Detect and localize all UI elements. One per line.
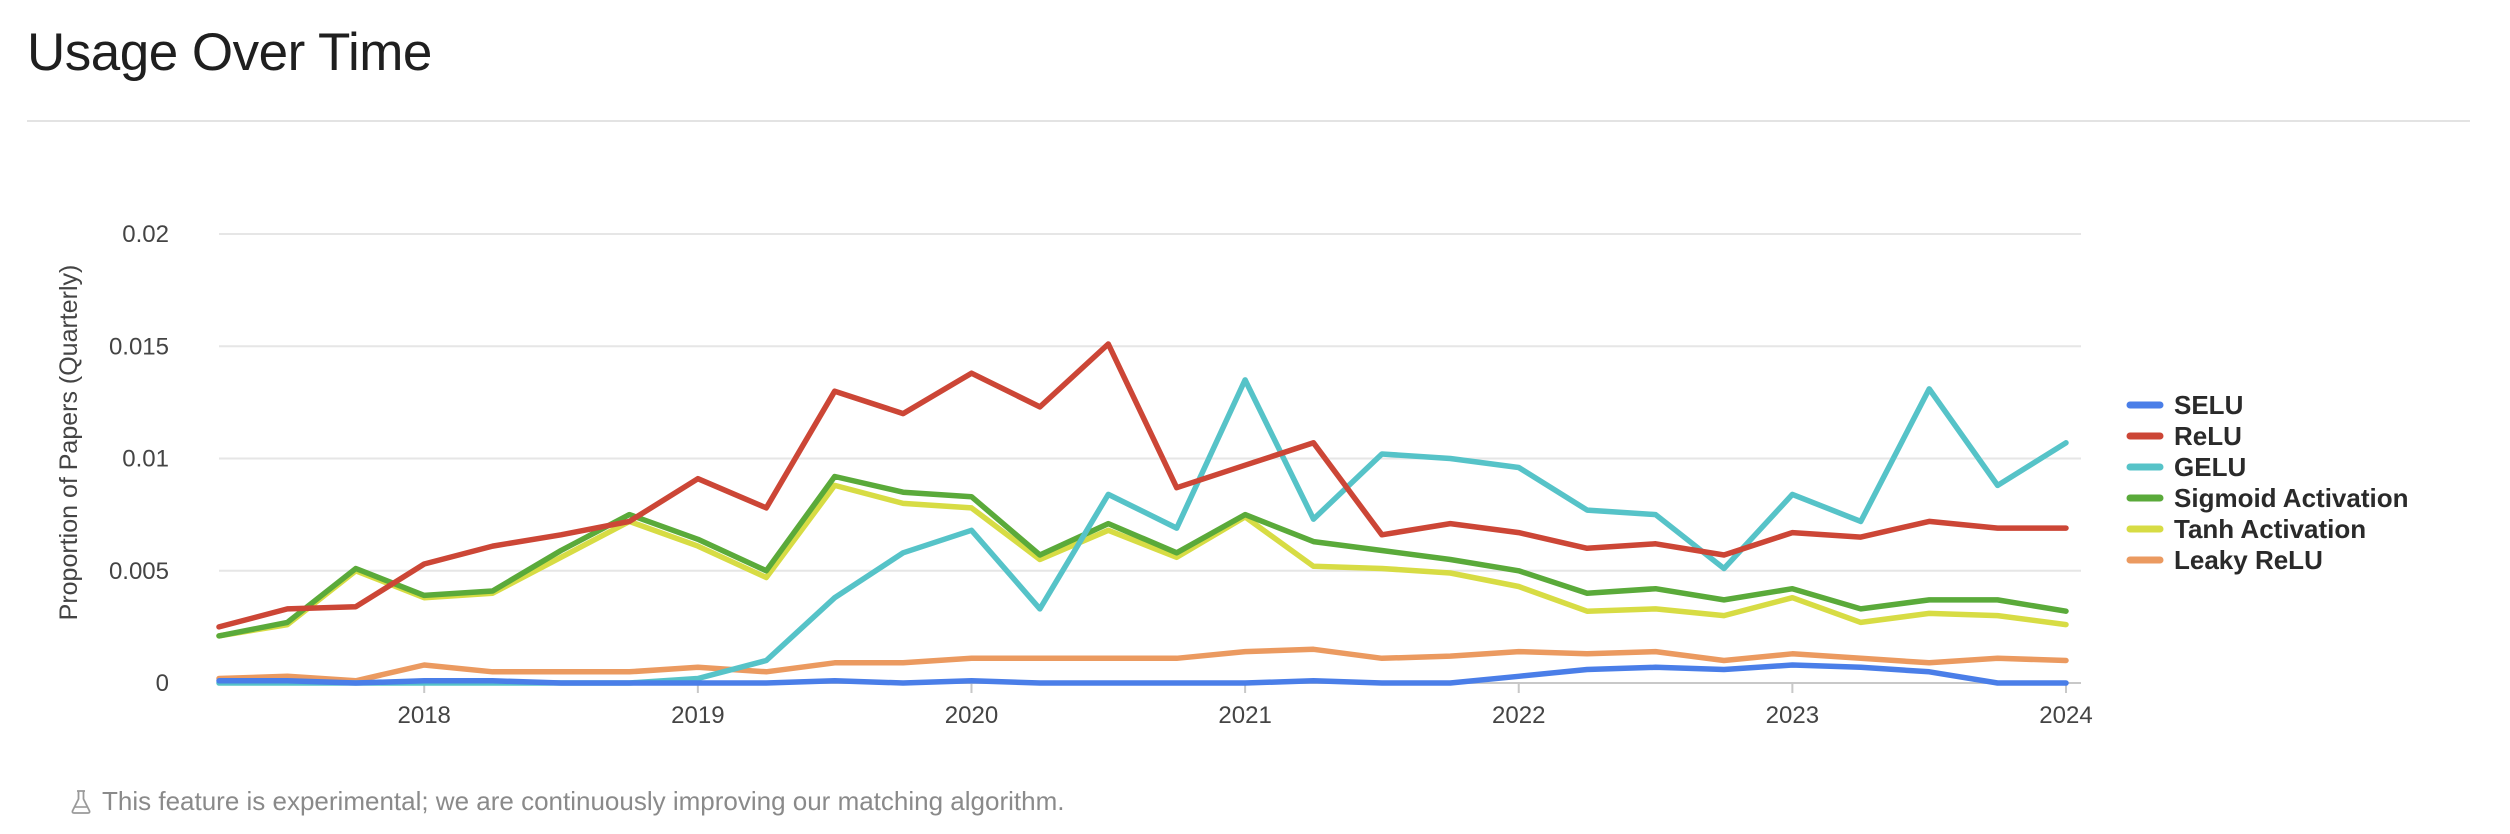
flask-icon (71, 789, 91, 814)
legend-label: GELU (2174, 452, 2246, 482)
grid-lines (219, 233, 2081, 684)
legend-item[interactable]: Sigmoid Activation (2126, 483, 2409, 513)
x-tick-label: 2023 (1766, 702, 1819, 729)
usage-chart: 0 0.005 0.01 0.015 0.02 2018 2019 2020 2021 2022 2… (55, 221, 2409, 729)
y-tick-label: 0.01 (122, 446, 169, 473)
x-tick-label: 2019 (671, 702, 724, 729)
legend-item[interactable]: Tanh Activation (2126, 514, 2366, 544)
series-line-tanh-activation[interactable] (216, 482, 2069, 639)
x-tick-label: 2024 (2039, 702, 2092, 729)
legend-item[interactable]: Leaky ReLU (2126, 545, 2323, 575)
y-tick-label: 0.02 (122, 221, 169, 248)
series-lines (216, 341, 2069, 686)
series-line-sigmoid-activation[interactable] (216, 473, 2069, 639)
axes: 0 0.005 0.01 0.015 0.02 2018 2019 2020 2021 2022 2… (55, 221, 2093, 729)
y-tick-label: 0.005 (109, 558, 169, 585)
series-line-relu[interactable] (216, 341, 2069, 630)
series-line-leaky-relu[interactable] (216, 646, 2069, 684)
legend-label: Tanh Activation (2174, 514, 2366, 544)
legend-item[interactable]: GELU (2126, 452, 2246, 482)
y-axis-label: Proportion of Papers (Quarterly) (55, 265, 83, 621)
x-tick-label: 2018 (398, 702, 451, 729)
legend-label: SELU (2174, 390, 2243, 420)
y-tick-label: 0.015 (109, 333, 169, 360)
legend-label: Leaky ReLU (2174, 545, 2323, 575)
x-tick-label: 2021 (1218, 702, 1271, 729)
legend-label: Sigmoid Activation (2174, 483, 2409, 513)
title-divider (27, 120, 2470, 122)
legend-item[interactable]: SELU (2126, 390, 2243, 420)
legend-item[interactable]: ReLU (2126, 421, 2242, 451)
legend-label: ReLU (2174, 421, 2242, 451)
x-tick-label: 2020 (945, 702, 998, 729)
page-title: Usage Over Time (27, 23, 432, 82)
series-line-selu[interactable] (216, 662, 2069, 686)
footnote: This feature is experimental; we are con… (70, 786, 1064, 817)
footnote-text: This feature is experimental; we are con… (102, 786, 1065, 816)
y-tick-label: 0 (156, 670, 169, 697)
x-tick-label: 2022 (1492, 702, 1545, 729)
